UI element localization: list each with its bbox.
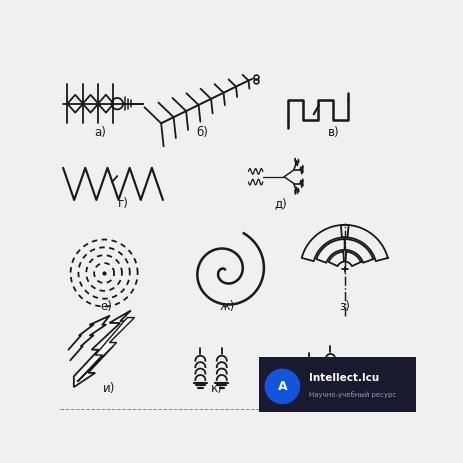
Text: и): и) [103, 382, 115, 395]
Polygon shape [77, 318, 134, 382]
Text: Научно-учебный ресурс: Научно-учебный ресурс [308, 392, 395, 398]
Text: Intellect.lcu: Intellect.lcu [308, 373, 379, 383]
Circle shape [265, 369, 299, 404]
Text: г): г) [118, 197, 129, 210]
Text: б): б) [196, 126, 207, 139]
Polygon shape [74, 311, 131, 387]
FancyBboxPatch shape [259, 357, 415, 412]
Text: A: A [277, 380, 287, 393]
Text: ж): ж) [219, 300, 234, 313]
Text: д): д) [274, 197, 286, 210]
Text: е): е) [100, 300, 112, 313]
Text: к): к) [210, 382, 222, 395]
Text: з): з) [338, 300, 350, 313]
Text: в): в) [327, 126, 339, 139]
Text: а): а) [94, 126, 106, 139]
